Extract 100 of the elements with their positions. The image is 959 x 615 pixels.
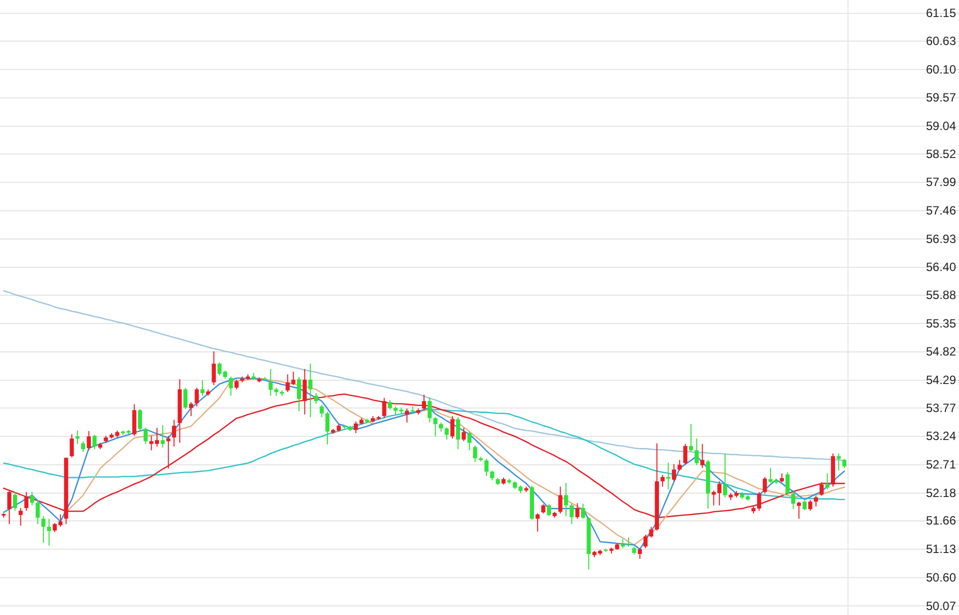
candlestick (660, 474, 665, 488)
candlestick (796, 501, 801, 520)
candlestick (296, 376, 302, 412)
y-tick-label: 55.88 (926, 288, 956, 302)
candlestick (166, 435, 170, 469)
y-tick-label: 61.15 (926, 6, 956, 20)
candlestick (462, 427, 466, 442)
candlestick (467, 431, 472, 451)
candlestick (558, 486, 562, 514)
candlestick (802, 500, 807, 511)
candlestick (325, 411, 330, 445)
y-tick-label: 56.40 (926, 260, 956, 274)
y-tick-label: 59.04 (926, 119, 956, 134)
candlestick (200, 380, 204, 396)
candlestick (438, 422, 444, 432)
candlestick (47, 518, 52, 546)
candlestick (194, 387, 199, 407)
candlestick (536, 512, 540, 532)
y-tick-label: 53.77 (926, 400, 956, 415)
candlestick (546, 504, 552, 517)
candlestick (814, 495, 818, 507)
candlestick (234, 379, 239, 390)
y-tick-label: 52.18 (926, 486, 956, 500)
candlestick (30, 492, 34, 506)
y-tick-label: 60.10 (926, 62, 956, 76)
y-tick-label: 59.57 (926, 90, 956, 105)
candlestick (786, 472, 790, 496)
candlestick (649, 526, 654, 538)
candlestick (189, 402, 194, 417)
candlestick (308, 363, 312, 418)
candlestick (428, 396, 432, 423)
candlestick (444, 426, 449, 440)
candlestick (354, 420, 358, 434)
y-tick-label: 54.82 (926, 344, 956, 359)
y-tick-label: 51.66 (926, 514, 956, 528)
candlestick (172, 419, 176, 448)
candlestick (24, 492, 28, 512)
candlestick (678, 459, 682, 472)
candlestick (388, 400, 392, 410)
candlestick (666, 462, 670, 490)
candlestick (86, 430, 91, 451)
candlestick (450, 416, 454, 440)
y-tick-label: 50.60 (926, 570, 956, 584)
candlestick (212, 350, 216, 386)
candlestick (644, 534, 648, 549)
candlestick (433, 416, 438, 437)
candlestick (791, 492, 796, 510)
candlestick (320, 404, 324, 418)
candlestick (81, 440, 86, 452)
candlestick (575, 502, 580, 520)
y-tick-label: 51.13 (926, 542, 956, 556)
candlestick (541, 504, 546, 514)
candlestick (92, 434, 97, 450)
candlestick (825, 472, 830, 490)
candlestick (314, 392, 318, 404)
candlestick (683, 443, 688, 465)
candlestick (75, 430, 80, 444)
y-tick-label: 58.52 (926, 146, 956, 161)
candlestick (138, 408, 142, 431)
candlestick (638, 548, 642, 560)
candlestick (484, 458, 489, 476)
candlestick (723, 452, 728, 498)
candlestick (688, 424, 694, 452)
candlestick (564, 482, 568, 517)
candlestick (780, 472, 784, 483)
candlestick (570, 503, 574, 525)
candlestick (581, 503, 586, 520)
candlestick (700, 443, 704, 468)
y-tick-label: 54.29 (926, 373, 956, 388)
candlestick (12, 492, 18, 512)
candlestick (286, 374, 290, 392)
candlestick (36, 500, 40, 525)
candlestick (820, 482, 824, 496)
candlestick (473, 444, 478, 463)
y-tick-label: 50.07 (926, 598, 956, 613)
candlestick (672, 464, 676, 482)
candlestick (836, 452, 841, 472)
y-tick-label: 52.71 (926, 458, 956, 472)
candlestick (456, 416, 460, 450)
candlestick (18, 508, 23, 526)
candlestick (144, 427, 148, 444)
candlestick (762, 476, 767, 494)
candlestick (382, 397, 386, 419)
candlestick (228, 376, 233, 396)
candlestick (694, 438, 699, 466)
y-tick-label: 55.35 (926, 316, 956, 330)
candlestick (842, 458, 846, 468)
candlestick (808, 500, 812, 512)
y-tick-label: 53.24 (926, 429, 956, 444)
candlestick (70, 434, 74, 458)
candlestick (183, 387, 188, 410)
candlestick (404, 408, 410, 423)
candlestick (160, 424, 165, 448)
candlestick (291, 371, 296, 386)
y-tick-label: 57.99 (926, 175, 956, 190)
y-tick-label: 60.63 (926, 34, 956, 48)
y-tick-label: 57.46 (926, 204, 956, 218)
candlestick (490, 470, 494, 481)
candlestick (268, 368, 273, 396)
y-tick-label: 56.93 (926, 232, 956, 246)
